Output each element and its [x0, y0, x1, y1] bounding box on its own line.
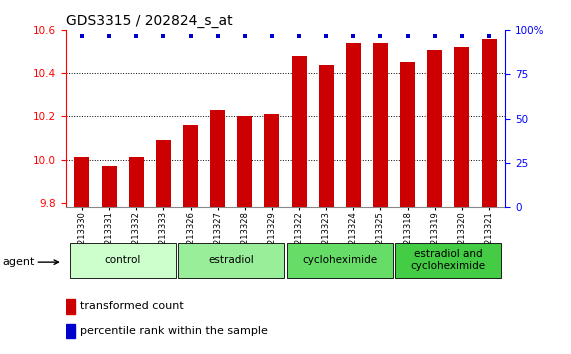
- Bar: [210, 110, 225, 207]
- Bar: [292, 56, 307, 207]
- FancyBboxPatch shape: [178, 243, 284, 278]
- FancyBboxPatch shape: [70, 243, 176, 278]
- Bar: [319, 65, 333, 207]
- Bar: [346, 43, 361, 207]
- Bar: [373, 43, 388, 207]
- Bar: [455, 47, 469, 207]
- Text: estradiol: estradiol: [208, 255, 254, 265]
- Text: estradiol and
cycloheximide: estradiol and cycloheximide: [411, 249, 486, 271]
- Bar: [238, 116, 252, 207]
- Bar: [156, 140, 171, 207]
- Bar: [400, 62, 415, 207]
- Text: agent: agent: [3, 257, 35, 267]
- Bar: [264, 114, 279, 207]
- Bar: [129, 158, 144, 207]
- Bar: [481, 39, 497, 207]
- Text: percentile rank within the sample: percentile rank within the sample: [80, 326, 268, 336]
- Bar: [102, 166, 116, 207]
- Bar: [427, 50, 442, 207]
- Bar: [66, 324, 75, 338]
- FancyBboxPatch shape: [287, 243, 393, 278]
- Bar: [74, 158, 90, 207]
- Text: GDS3315 / 202824_s_at: GDS3315 / 202824_s_at: [66, 14, 232, 28]
- Bar: [183, 125, 198, 207]
- Text: transformed count: transformed count: [80, 301, 183, 311]
- Text: control: control: [104, 255, 141, 265]
- Bar: [66, 299, 75, 314]
- FancyBboxPatch shape: [395, 243, 501, 278]
- Text: cycloheximide: cycloheximide: [302, 255, 377, 265]
